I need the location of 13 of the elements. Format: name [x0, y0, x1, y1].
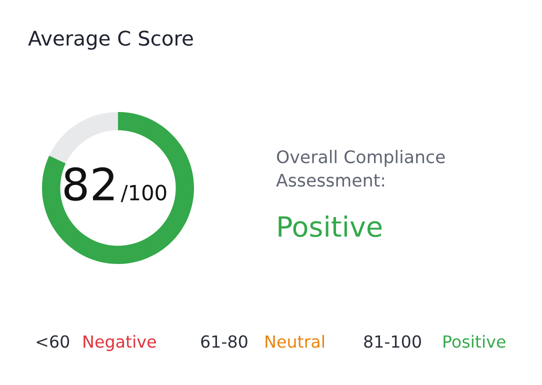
donut-slice — [49, 112, 118, 164]
text: Positive — [278, 216, 382, 238]
text: 81-100 — [364, 335, 421, 348]
text: Neutral — [266, 334, 324, 348]
chart-title: Average C Score — [28, 30, 193, 50]
text: Positive — [444, 334, 506, 348]
text: 61-80 — [201, 335, 248, 348]
text: <60 — [36, 335, 70, 348]
donut-slice — [42, 112, 194, 264]
text: 82 — [64, 167, 114, 201]
text: Overall Compliance Assessment: — [276, 150, 445, 187]
text: Negative — [84, 334, 156, 352]
text: /100 — [120, 184, 166, 202]
